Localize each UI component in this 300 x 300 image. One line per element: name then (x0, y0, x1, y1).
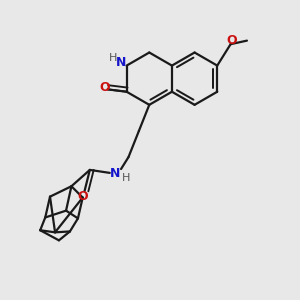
Text: H: H (109, 53, 117, 63)
Text: O: O (99, 81, 110, 94)
Text: H: H (122, 173, 130, 183)
Text: O: O (226, 34, 236, 47)
Text: O: O (78, 190, 88, 203)
Text: N: N (116, 56, 127, 68)
Text: N: N (110, 167, 120, 180)
